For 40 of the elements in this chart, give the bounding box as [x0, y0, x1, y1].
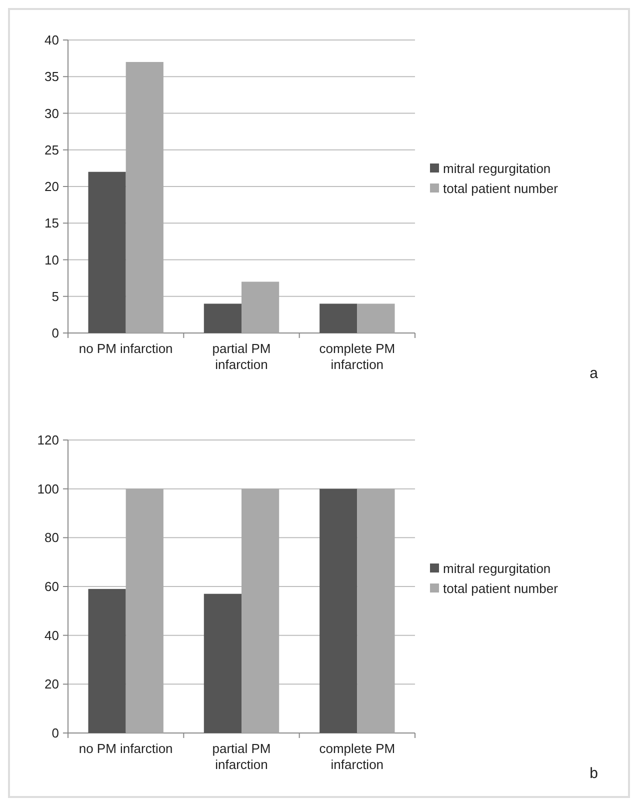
bar [88, 588, 126, 733]
y-tick-label: 60 [44, 579, 59, 594]
y-tick-label: 25 [44, 142, 59, 158]
x-tick-label: no PM infarction [78, 341, 173, 356]
y-tick-label: 40 [44, 628, 59, 643]
y-tick-label: 5 [52, 288, 59, 304]
text: a [590, 365, 599, 382]
legend-label: total patient number [443, 581, 559, 596]
bar [204, 304, 242, 333]
y-tick-label: 20 [44, 676, 59, 692]
bar [242, 488, 280, 733]
bar [357, 304, 395, 333]
bar [357, 488, 395, 733]
text: b [590, 765, 598, 782]
bar [320, 488, 358, 733]
y-tick-label: 10 [44, 252, 59, 268]
bar [242, 282, 280, 333]
x-tick-label: complete PM infarction [319, 741, 396, 772]
bar [126, 488, 164, 733]
legend-label: mitral regurgitation [443, 561, 551, 576]
x-tick-label: partial PM infarction [212, 741, 271, 772]
bar [88, 172, 126, 333]
y-tick-label: 100 [37, 481, 59, 496]
bar [126, 62, 164, 333]
y-tick-label: 15 [44, 216, 59, 231]
y-tick-label: 40 [44, 32, 59, 48]
x-tick-label: partial PM infarction [212, 341, 271, 372]
y-tick-label: 20 [44, 179, 59, 194]
bar [204, 594, 242, 733]
y-tick-label: 80 [44, 530, 59, 546]
y-tick-label: 35 [44, 69, 59, 84]
x-tick-label: no PM infarction [78, 741, 173, 756]
y-tick-label: 30 [44, 106, 59, 121]
bar [320, 304, 358, 333]
y-tick-label: 120 [37, 432, 59, 448]
x-tick-label: complete PM infarction [319, 341, 396, 372]
legend-label: mitral regurgitation [443, 161, 551, 176]
y-tick-label: 0 [52, 326, 59, 341]
y-tick-label: 0 [52, 726, 59, 741]
legend-label: total patient number [443, 181, 559, 196]
